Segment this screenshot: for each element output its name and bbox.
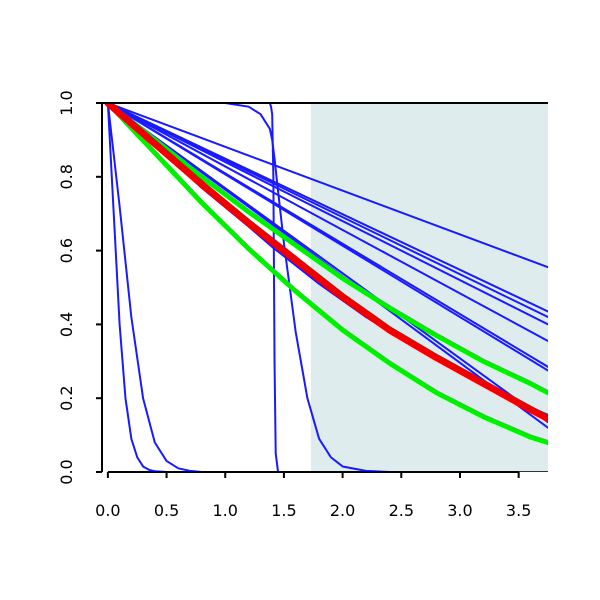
x-tick-label: 1.5 xyxy=(271,501,296,520)
series-line-4 xyxy=(106,103,548,326)
y-tick-label: 0.2 xyxy=(57,385,76,410)
series-line-5 xyxy=(106,103,548,342)
series-line-3 xyxy=(106,103,548,319)
series-line-1 xyxy=(106,103,548,269)
shaded-region-layer xyxy=(310,103,548,472)
y-tick-label: 0.8 xyxy=(57,164,76,189)
x-tick-label: 1.0 xyxy=(213,501,238,520)
x-tick-label: 3.0 xyxy=(447,501,472,520)
y-tick-label: 0.4 xyxy=(57,312,76,337)
x-tick-label: 2.5 xyxy=(389,501,414,520)
x-tick-label: 3.5 xyxy=(506,501,531,520)
y-tick-label: 0.0 xyxy=(57,459,76,484)
x-tick-label: 0.5 xyxy=(154,501,179,520)
series-line-13 xyxy=(106,103,548,472)
y-tick-label: 0.6 xyxy=(57,238,76,263)
x-tick-label: 0.0 xyxy=(95,501,120,520)
x-tick-label: 2.0 xyxy=(330,501,355,520)
shaded-region xyxy=(310,103,548,472)
y-tick-label: 1.0 xyxy=(57,90,76,115)
series-layer xyxy=(104,103,548,472)
series-line-17 xyxy=(104,103,548,422)
series-line-12 xyxy=(106,103,548,472)
series-line-16 xyxy=(105,103,548,445)
series-line-15 xyxy=(105,103,548,396)
series-line-10 xyxy=(106,103,548,472)
series-line-7 xyxy=(106,103,548,372)
x-axis-ticks: 0.0 0.5 1.0 1.5 2.0 2.5 3.0 3.5 xyxy=(95,472,531,520)
series-line-11 xyxy=(106,103,548,472)
y-axis-ticks: 0.0 0.2 0.4 0.6 0.8 1.0 xyxy=(57,90,102,485)
axes-layer xyxy=(101,102,548,473)
